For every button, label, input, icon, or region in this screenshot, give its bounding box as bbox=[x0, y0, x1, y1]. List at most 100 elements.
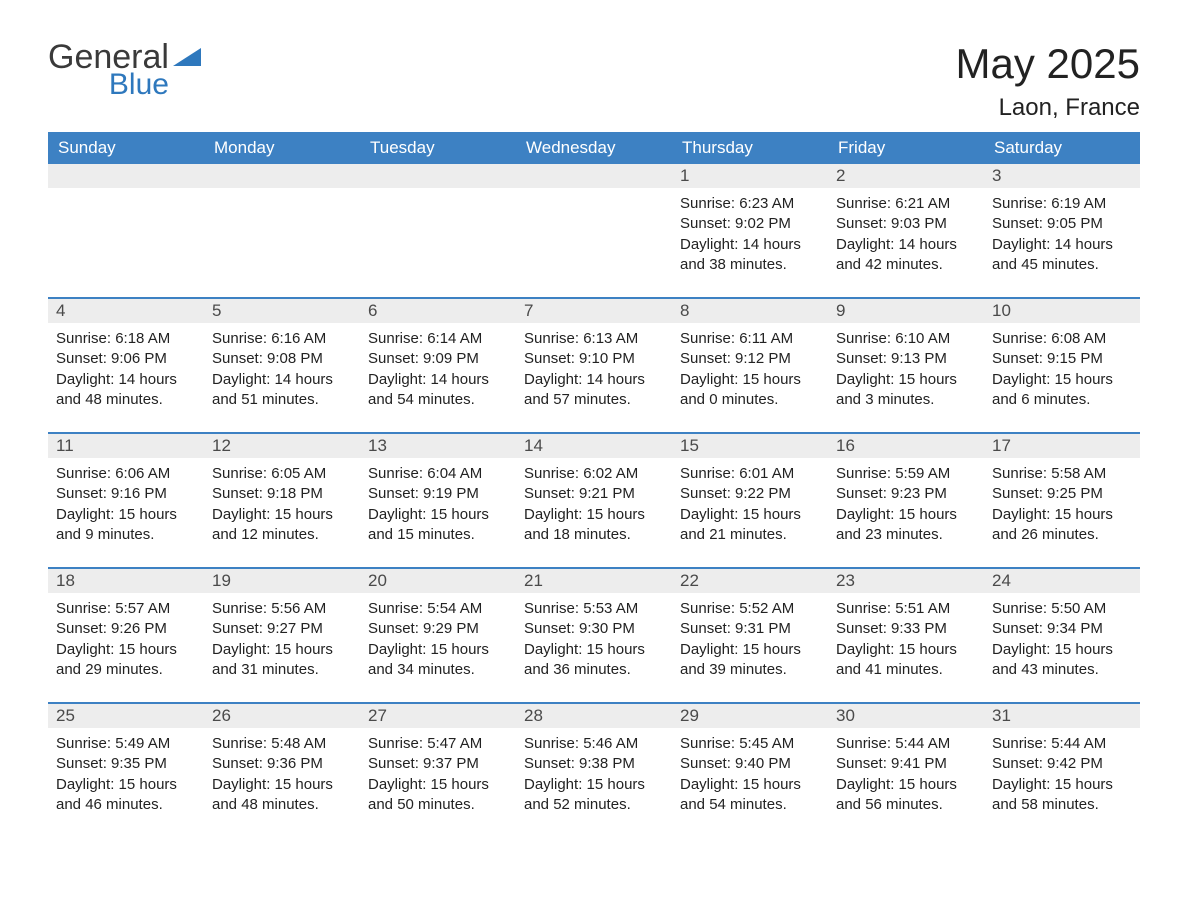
day-details: Sunrise: 6:01 AMSunset: 9:22 PMDaylight:… bbox=[672, 458, 828, 567]
calendar-week: 18Sunrise: 5:57 AMSunset: 9:26 PMDayligh… bbox=[48, 568, 1140, 703]
day-number: 14 bbox=[516, 434, 672, 458]
calendar-cell: 14Sunrise: 6:02 AMSunset: 9:21 PMDayligh… bbox=[516, 433, 672, 568]
day-number: 3 bbox=[984, 164, 1140, 188]
brand-logo: General Blue bbox=[48, 40, 205, 100]
calendar-cell: 19Sunrise: 5:56 AMSunset: 9:27 PMDayligh… bbox=[204, 568, 360, 703]
calendar-cell: 25Sunrise: 5:49 AMSunset: 9:35 PMDayligh… bbox=[48, 703, 204, 837]
calendar-cell: 22Sunrise: 5:52 AMSunset: 9:31 PMDayligh… bbox=[672, 568, 828, 703]
day-details bbox=[204, 188, 360, 296]
calendar-cell bbox=[204, 164, 360, 298]
day-number bbox=[204, 164, 360, 188]
day-details: Sunrise: 6:04 AMSunset: 9:19 PMDaylight:… bbox=[360, 458, 516, 567]
day-details: Sunrise: 6:11 AMSunset: 9:12 PMDaylight:… bbox=[672, 323, 828, 432]
day-details: Sunrise: 6:16 AMSunset: 9:08 PMDaylight:… bbox=[204, 323, 360, 432]
calendar-week: 25Sunrise: 5:49 AMSunset: 9:35 PMDayligh… bbox=[48, 703, 1140, 837]
day-number: 11 bbox=[48, 434, 204, 458]
day-number: 4 bbox=[48, 299, 204, 323]
day-number: 25 bbox=[48, 704, 204, 728]
day-details: Sunrise: 5:51 AMSunset: 9:33 PMDaylight:… bbox=[828, 593, 984, 702]
day-number: 16 bbox=[828, 434, 984, 458]
day-details: Sunrise: 5:54 AMSunset: 9:29 PMDaylight:… bbox=[360, 593, 516, 702]
day-details: Sunrise: 5:59 AMSunset: 9:23 PMDaylight:… bbox=[828, 458, 984, 567]
day-number: 6 bbox=[360, 299, 516, 323]
day-details: Sunrise: 6:14 AMSunset: 9:09 PMDaylight:… bbox=[360, 323, 516, 432]
calendar-body: 1Sunrise: 6:23 AMSunset: 9:02 PMDaylight… bbox=[48, 164, 1140, 837]
calendar-table: SundayMondayTuesdayWednesdayThursdayFrid… bbox=[48, 132, 1140, 837]
weekday-header: Sunday bbox=[48, 132, 204, 164]
day-details: Sunrise: 5:49 AMSunset: 9:35 PMDaylight:… bbox=[48, 728, 204, 837]
header-row: General Blue May 2025 Laon, France bbox=[48, 40, 1140, 122]
day-details: Sunrise: 6:02 AMSunset: 9:21 PMDaylight:… bbox=[516, 458, 672, 567]
day-number: 21 bbox=[516, 569, 672, 593]
calendar-cell: 16Sunrise: 5:59 AMSunset: 9:23 PMDayligh… bbox=[828, 433, 984, 568]
calendar-cell: 11Sunrise: 6:06 AMSunset: 9:16 PMDayligh… bbox=[48, 433, 204, 568]
day-details: Sunrise: 5:44 AMSunset: 9:42 PMDaylight:… bbox=[984, 728, 1140, 837]
day-number: 10 bbox=[984, 299, 1140, 323]
day-number: 31 bbox=[984, 704, 1140, 728]
calendar-cell bbox=[516, 164, 672, 298]
day-details: Sunrise: 6:19 AMSunset: 9:05 PMDaylight:… bbox=[984, 188, 1140, 297]
day-number: 8 bbox=[672, 299, 828, 323]
calendar-cell: 7Sunrise: 6:13 AMSunset: 9:10 PMDaylight… bbox=[516, 298, 672, 433]
day-number: 23 bbox=[828, 569, 984, 593]
weekday-header: Monday bbox=[204, 132, 360, 164]
day-number: 28 bbox=[516, 704, 672, 728]
calendar-cell: 8Sunrise: 6:11 AMSunset: 9:12 PMDaylight… bbox=[672, 298, 828, 433]
day-details: Sunrise: 5:57 AMSunset: 9:26 PMDaylight:… bbox=[48, 593, 204, 702]
day-number bbox=[48, 164, 204, 188]
weekday-header: Friday bbox=[828, 132, 984, 164]
day-details: Sunrise: 5:48 AMSunset: 9:36 PMDaylight:… bbox=[204, 728, 360, 837]
calendar-cell: 30Sunrise: 5:44 AMSunset: 9:41 PMDayligh… bbox=[828, 703, 984, 837]
day-details bbox=[516, 188, 672, 296]
calendar-cell: 31Sunrise: 5:44 AMSunset: 9:42 PMDayligh… bbox=[984, 703, 1140, 837]
day-number: 27 bbox=[360, 704, 516, 728]
day-details: Sunrise: 6:21 AMSunset: 9:03 PMDaylight:… bbox=[828, 188, 984, 297]
day-details bbox=[48, 188, 204, 296]
day-number: 12 bbox=[204, 434, 360, 458]
calendar-cell: 21Sunrise: 5:53 AMSunset: 9:30 PMDayligh… bbox=[516, 568, 672, 703]
day-number: 15 bbox=[672, 434, 828, 458]
day-number: 17 bbox=[984, 434, 1140, 458]
calendar-cell bbox=[48, 164, 204, 298]
weekday-header: Tuesday bbox=[360, 132, 516, 164]
day-number: 9 bbox=[828, 299, 984, 323]
day-number: 20 bbox=[360, 569, 516, 593]
day-number: 29 bbox=[672, 704, 828, 728]
day-number: 5 bbox=[204, 299, 360, 323]
day-details: Sunrise: 5:45 AMSunset: 9:40 PMDaylight:… bbox=[672, 728, 828, 837]
weekday-header: Saturday bbox=[984, 132, 1140, 164]
day-number: 18 bbox=[48, 569, 204, 593]
day-number: 13 bbox=[360, 434, 516, 458]
calendar-cell: 4Sunrise: 6:18 AMSunset: 9:06 PMDaylight… bbox=[48, 298, 204, 433]
calendar-cell: 24Sunrise: 5:50 AMSunset: 9:34 PMDayligh… bbox=[984, 568, 1140, 703]
title-block: May 2025 Laon, France bbox=[956, 40, 1140, 122]
day-details: Sunrise: 6:13 AMSunset: 9:10 PMDaylight:… bbox=[516, 323, 672, 432]
day-details bbox=[360, 188, 516, 296]
calendar-cell bbox=[360, 164, 516, 298]
calendar-cell: 29Sunrise: 5:45 AMSunset: 9:40 PMDayligh… bbox=[672, 703, 828, 837]
day-details: Sunrise: 5:47 AMSunset: 9:37 PMDaylight:… bbox=[360, 728, 516, 837]
day-details: Sunrise: 5:50 AMSunset: 9:34 PMDaylight:… bbox=[984, 593, 1140, 702]
day-number: 24 bbox=[984, 569, 1140, 593]
day-details: Sunrise: 6:23 AMSunset: 9:02 PMDaylight:… bbox=[672, 188, 828, 297]
day-number: 26 bbox=[204, 704, 360, 728]
day-details: Sunrise: 5:58 AMSunset: 9:25 PMDaylight:… bbox=[984, 458, 1140, 567]
day-details: Sunrise: 5:53 AMSunset: 9:30 PMDaylight:… bbox=[516, 593, 672, 702]
day-details: Sunrise: 6:18 AMSunset: 9:06 PMDaylight:… bbox=[48, 323, 204, 432]
calendar-cell: 10Sunrise: 6:08 AMSunset: 9:15 PMDayligh… bbox=[984, 298, 1140, 433]
calendar-cell: 15Sunrise: 6:01 AMSunset: 9:22 PMDayligh… bbox=[672, 433, 828, 568]
day-number: 2 bbox=[828, 164, 984, 188]
day-number: 7 bbox=[516, 299, 672, 323]
day-details: Sunrise: 5:56 AMSunset: 9:27 PMDaylight:… bbox=[204, 593, 360, 702]
day-number: 19 bbox=[204, 569, 360, 593]
calendar-cell: 28Sunrise: 5:46 AMSunset: 9:38 PMDayligh… bbox=[516, 703, 672, 837]
calendar-cell: 2Sunrise: 6:21 AMSunset: 9:03 PMDaylight… bbox=[828, 164, 984, 298]
day-details: Sunrise: 5:44 AMSunset: 9:41 PMDaylight:… bbox=[828, 728, 984, 837]
calendar-cell: 13Sunrise: 6:04 AMSunset: 9:19 PMDayligh… bbox=[360, 433, 516, 568]
day-number bbox=[360, 164, 516, 188]
calendar-cell: 5Sunrise: 6:16 AMSunset: 9:08 PMDaylight… bbox=[204, 298, 360, 433]
calendar-cell: 17Sunrise: 5:58 AMSunset: 9:25 PMDayligh… bbox=[984, 433, 1140, 568]
calendar-week: 4Sunrise: 6:18 AMSunset: 9:06 PMDaylight… bbox=[48, 298, 1140, 433]
day-details: Sunrise: 6:08 AMSunset: 9:15 PMDaylight:… bbox=[984, 323, 1140, 432]
location-label: Laon, France bbox=[956, 94, 1140, 122]
